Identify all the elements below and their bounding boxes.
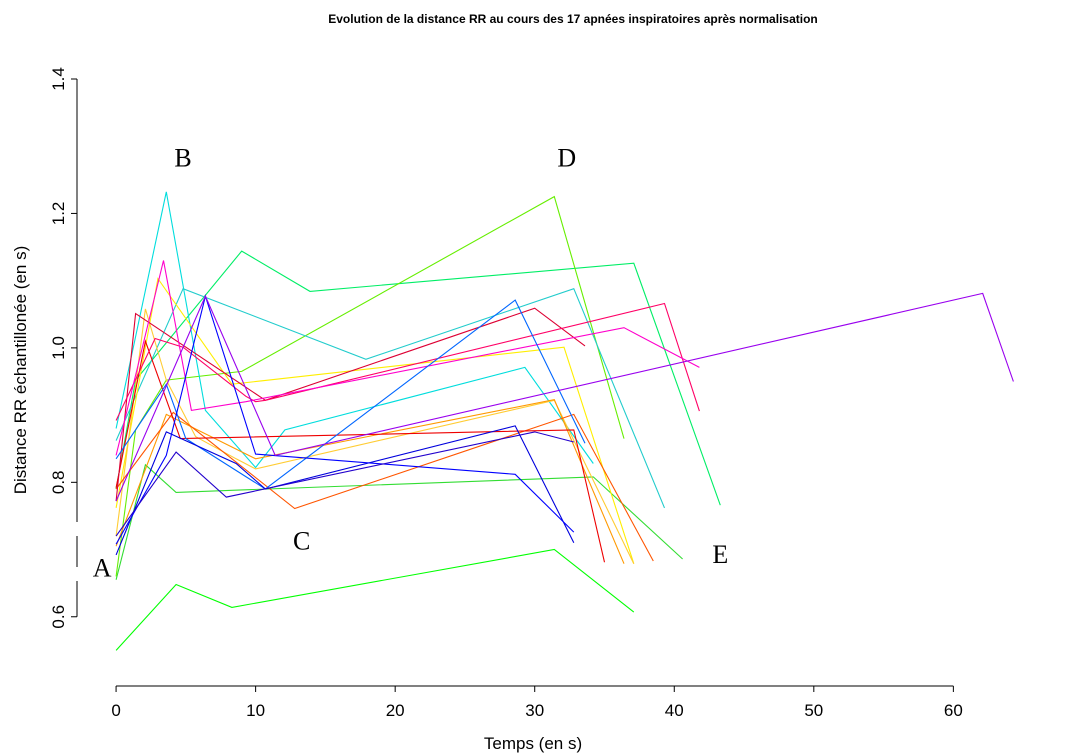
series-line — [115, 299, 586, 490]
series-line — [115, 191, 594, 469]
x-tick-label: 60 — [944, 701, 963, 720]
series-line — [115, 294, 575, 545]
series-line — [115, 431, 574, 537]
annotation-label: E — [712, 540, 728, 569]
y-axis-label: Distance RR échantillonée (en s) — [11, 246, 30, 495]
y-axis: 0.6 0.8 1.0 1.2 1.4 — [49, 67, 78, 629]
series-line — [115, 195, 625, 577]
axis-gap — [40, 522, 100, 536]
axis-gap — [40, 567, 100, 581]
annotation-label: D — [557, 143, 576, 172]
annotation-label: C — [293, 527, 310, 556]
x-tick-label: 0 — [111, 701, 120, 720]
series-line — [115, 339, 606, 563]
y-tick-label: 0.6 — [49, 605, 68, 629]
y-tick-label: 1.4 — [49, 67, 68, 91]
x-axis: 0 10 20 30 40 50 60 — [111, 685, 963, 720]
series-line — [115, 411, 654, 562]
series-line — [115, 287, 666, 509]
annotation-layer: A B C D E — [93, 143, 729, 582]
series-line — [115, 260, 700, 456]
series-line — [115, 463, 683, 580]
annotation-label: B — [174, 143, 191, 172]
x-tick-label: 40 — [665, 701, 684, 720]
chart-title: Evolution de la distance RR au cours des… — [328, 12, 818, 26]
series-line — [115, 292, 1014, 502]
series-line — [115, 398, 625, 564]
x-tick-label: 10 — [246, 701, 265, 720]
series-line — [115, 425, 575, 556]
y-tick-label: 0.8 — [49, 470, 68, 494]
y-tick-label: 1.2 — [49, 202, 68, 226]
series-layer — [40, 191, 1014, 651]
series-line — [115, 250, 721, 506]
x-tick-label: 20 — [386, 701, 405, 720]
series-line — [115, 548, 635, 651]
x-tick-label: 50 — [804, 701, 823, 720]
x-axis-label: Temps (en s) — [484, 734, 582, 753]
annotation-label: A — [93, 553, 112, 582]
y-tick-label: 1.0 — [49, 336, 68, 360]
series-line — [115, 307, 586, 502]
series-line — [115, 277, 635, 564]
x-tick-label: 30 — [525, 701, 544, 720]
